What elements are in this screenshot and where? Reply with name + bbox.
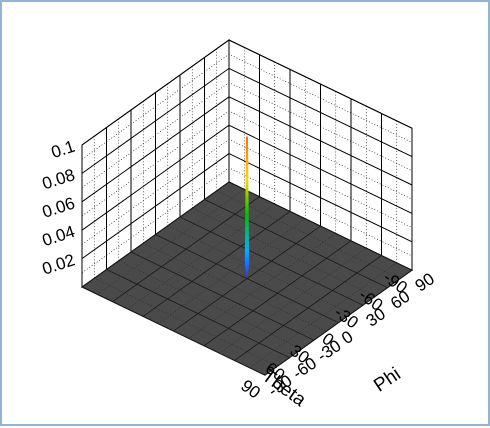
floor-gridline [234, 255, 382, 361]
peak-spike [244, 136, 250, 279]
floor-gridline [167, 225, 351, 315]
phi-tick-label: 90 [412, 269, 438, 295]
back-walls [81, 39, 413, 288]
z-tick-label: 0.02 [40, 250, 77, 278]
phi-tick-label: -30 [314, 336, 345, 365]
floor-gridline [264, 269, 413, 376]
z-tick-label: 0.04 [40, 222, 77, 250]
floor-gridline [192, 208, 376, 297]
floor-gridline [249, 262, 397, 369]
peak-mark [244, 136, 250, 279]
z-tick-label: 0.1 [49, 137, 77, 162]
floor-gridline [81, 286, 266, 376]
z-tick-label: 0.08 [40, 165, 77, 193]
phi-axis-title: Phi [370, 364, 405, 397]
phi-tick-label: 0 [338, 327, 356, 348]
floor-gridline [118, 260, 302, 350]
floor-gridline [143, 243, 327, 332]
floor-gridline [94, 278, 278, 367]
z-tick-label: 0.06 [40, 194, 77, 222]
